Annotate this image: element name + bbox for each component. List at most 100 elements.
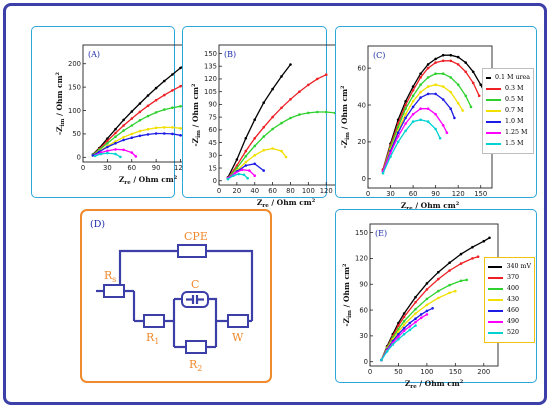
- legend-e-row: 400: [488, 283, 531, 294]
- x-tick-label: 0: [81, 164, 85, 172]
- legend-swatch: [488, 287, 503, 290]
- x-tick-label: 60: [268, 187, 277, 195]
- data-point: [437, 270, 440, 274]
- panel-a: 0306090120150050100150200Zre / Ohm cm2-Z…: [31, 26, 214, 198]
- x-tick-label: 0: [366, 190, 370, 198]
- data-point: [465, 278, 468, 282]
- data-point: [114, 127, 117, 131]
- data-point: [461, 109, 464, 112]
- data-point: [248, 169, 251, 172]
- chart-b: 0204060801001201400153045607590105120135…: [191, 44, 354, 209]
- data-point: [235, 158, 239, 161]
- legend-c-row: 0.1 M urea: [486, 72, 530, 83]
- data-point: [324, 110, 328, 114]
- data-point: [456, 83, 460, 86]
- data-point: [138, 119, 142, 122]
- data-point: [280, 106, 283, 110]
- data-point: [138, 102, 142, 105]
- data-point: [171, 73, 174, 76]
- data-point: [262, 148, 265, 152]
- data-point: [262, 101, 265, 104]
- series-line: [382, 60, 480, 170]
- cpe-label: CPE: [184, 230, 208, 243]
- panel-b: 0204060801001201400153045607590105120135…: [182, 26, 354, 209]
- data-point: [146, 127, 150, 131]
- data-point: [114, 148, 117, 151]
- data-point: [106, 151, 109, 155]
- data-point: [237, 172, 240, 176]
- y-tick-label: 30: [359, 332, 368, 340]
- y-axis-label: -Zim / Ohm cm2: [191, 83, 202, 147]
- panel-c: 03060901201500204060Zre / Ohm cm2-Zim / …: [335, 26, 537, 212]
- r2-resistor: [185, 340, 207, 354]
- data-point: [404, 100, 407, 103]
- data-point: [402, 323, 406, 326]
- data-point: [397, 335, 400, 338]
- series-line: [227, 74, 327, 179]
- legend-e: 340 mV 370 400 430 460 490 520: [484, 257, 535, 343]
- y-tick-label: 30: [208, 152, 217, 160]
- data-point: [163, 108, 166, 111]
- data-point: [93, 154, 97, 158]
- data-point: [434, 127, 437, 131]
- data-point: [404, 122, 407, 125]
- data-point: [280, 149, 283, 153]
- legend-label: 400: [507, 285, 520, 292]
- data-point: [99, 152, 103, 156]
- legend-swatch: [488, 309, 503, 312]
- data-point: [114, 142, 117, 145]
- capacitor-plates: [186, 295, 204, 304]
- chart-a: 0306090120150050100150200Zre / Ohm cm2-Z…: [55, 44, 214, 186]
- data-point: [130, 136, 134, 139]
- data-point: [459, 279, 463, 283]
- data-point: [171, 126, 174, 129]
- data-point: [114, 131, 117, 135]
- data-point: [434, 72, 437, 75]
- data-point: [289, 63, 292, 66]
- x-tick-label: 20: [233, 187, 242, 195]
- circuit-labels: (D) CPE Rs C R1 R2 W: [90, 219, 244, 373]
- series-line: [382, 73, 472, 172]
- y-tick-label: 15: [208, 164, 217, 172]
- data-point: [425, 297, 429, 301]
- r2-label: R2: [189, 358, 202, 373]
- legend-swatch: [486, 120, 501, 123]
- data-point: [445, 131, 449, 134]
- data-point: [441, 53, 445, 57]
- series-line: [380, 237, 490, 361]
- series-line: [380, 307, 433, 361]
- circuit-elements: [103, 244, 249, 354]
- data-point: [482, 239, 486, 243]
- data-point: [471, 245, 474, 249]
- y-tick-label: 100: [68, 107, 81, 115]
- rs-label: Rs: [104, 269, 116, 284]
- x-axis-label: Zre / Ohm cm2: [257, 198, 316, 209]
- y-tick-label: 60: [359, 306, 368, 314]
- data-point: [488, 236, 491, 240]
- data-point: [298, 113, 301, 116]
- x-tick-label: 0: [217, 187, 221, 195]
- data-point: [307, 83, 310, 87]
- data-point: [391, 343, 395, 346]
- data-point: [448, 269, 451, 272]
- data-point: [396, 140, 400, 144]
- data-point: [464, 94, 467, 98]
- legend-swatch: [486, 98, 501, 101]
- data-point: [449, 90, 452, 94]
- data-point: [419, 118, 422, 122]
- data-point: [271, 87, 274, 91]
- series-line: [227, 64, 292, 178]
- data-point: [171, 106, 174, 109]
- x-tick-label: 50: [394, 368, 403, 376]
- data-point: [408, 321, 412, 325]
- legend-swatch: [488, 320, 503, 323]
- data-point: [438, 136, 442, 140]
- data-point: [122, 129, 125, 132]
- data-point: [419, 76, 422, 79]
- data-point: [404, 129, 407, 133]
- data-point: [114, 140, 117, 143]
- data-point: [163, 79, 166, 83]
- legend-swatch: [486, 109, 501, 112]
- legend-c-row: 1.5 M: [486, 138, 530, 149]
- x-tick-label: 80: [286, 187, 295, 195]
